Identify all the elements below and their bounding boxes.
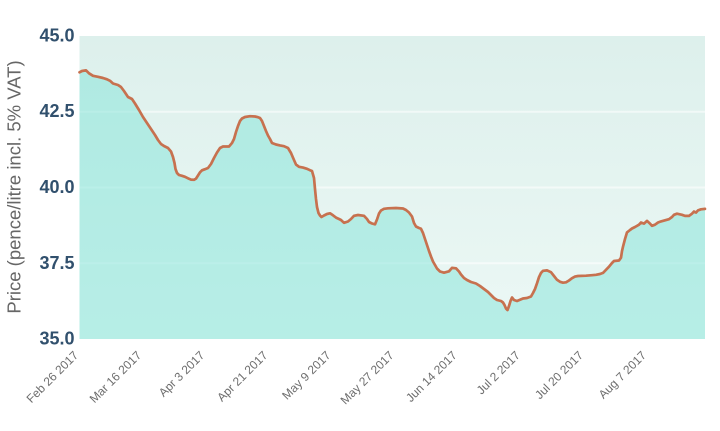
svg-text:Jul 20 2017: Jul 20 2017 <box>532 348 586 402</box>
svg-text:Jun 14 2017: Jun 14 2017 <box>403 348 460 405</box>
svg-text:45.0: 45.0 <box>39 26 74 46</box>
svg-text:35.0: 35.0 <box>39 329 74 349</box>
svg-text:Mar 16 2017: Mar 16 2017 <box>87 348 145 406</box>
svg-text:Feb 26 2017: Feb 26 2017 <box>24 348 82 406</box>
svg-text:37.5: 37.5 <box>39 253 74 273</box>
svg-text:42.5: 42.5 <box>39 101 74 121</box>
svg-text:Aug 7 2017: Aug 7 2017 <box>596 348 650 402</box>
svg-text:40.0: 40.0 <box>39 177 74 197</box>
svg-text:May 27 2017: May 27 2017 <box>338 348 397 407</box>
svg-text:Price (pence/litre incl. 5% VA: Price (pence/litre incl. 5% VAT) <box>4 60 25 313</box>
svg-text:Apr 3 2017: Apr 3 2017 <box>156 348 208 400</box>
svg-text:Jul 2 2017: Jul 2 2017 <box>474 348 523 397</box>
svg-text:May 9 2017: May 9 2017 <box>279 348 333 402</box>
svg-text:Apr 21 2017: Apr 21 2017 <box>214 348 270 404</box>
